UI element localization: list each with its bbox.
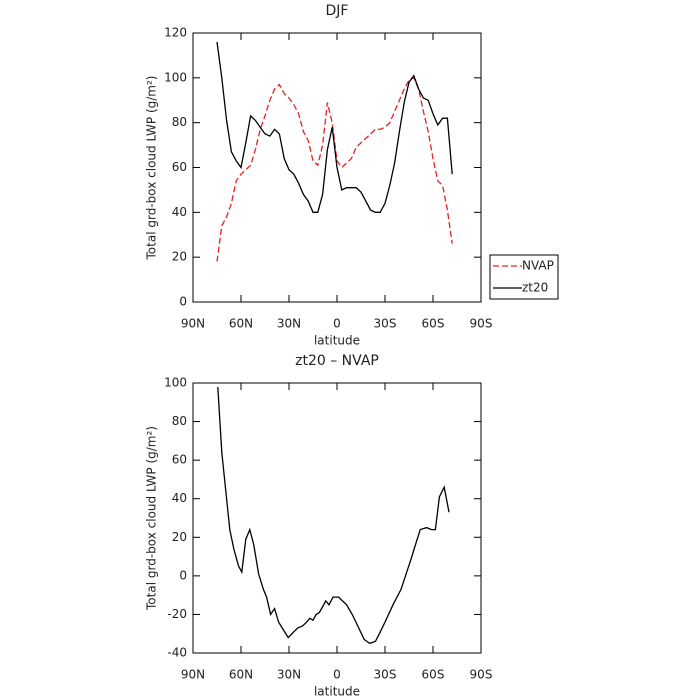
x-tick-label: 60N — [229, 317, 253, 331]
data-line — [217, 386, 450, 645]
x-tick-label: 60S — [422, 317, 445, 331]
legend-label: zt20 — [522, 281, 548, 295]
x-tick-label: 30S — [374, 317, 397, 331]
y-tick-label: 100 — [164, 70, 187, 84]
y-tick-label: 20 — [172, 250, 187, 264]
x-tick-label: 90N — [181, 668, 205, 682]
legend-box — [489, 254, 559, 300]
y-tick-label: -40 — [167, 646, 187, 660]
y-tick-label: 80 — [172, 115, 187, 129]
x-tick-label: 0 — [333, 668, 341, 682]
y-tick-label: 40 — [172, 205, 187, 219]
y-tick-label: 0 — [179, 295, 187, 309]
x-axis-label: latitude — [314, 685, 360, 699]
x-tick-label: 90S — [470, 317, 493, 331]
x-tick-label: 0 — [333, 317, 341, 331]
chart-title: zt20 – NVAP — [295, 353, 379, 369]
x-axis-label: latitude — [314, 334, 360, 348]
plot-frame — [192, 32, 482, 303]
x-tick-label: 30N — [277, 668, 301, 682]
data-line — [216, 41, 453, 213]
y-axis-label: Total grd-box cloud LWP (g/m²) — [145, 76, 159, 261]
y-tick-label: 40 — [172, 491, 187, 505]
chart-title: DJF — [326, 3, 349, 19]
y-tick-label: 120 — [164, 26, 187, 40]
y-tick-label: 20 — [172, 530, 187, 544]
y-axis-label: Total grd-box cloud LWP (g/m²) — [145, 426, 159, 611]
y-tick-label: 80 — [172, 414, 187, 428]
x-tick-label: 90S — [470, 668, 493, 682]
data-line — [216, 76, 453, 262]
plot-frame — [192, 382, 482, 654]
y-tick-label: 0 — [179, 568, 187, 582]
y-tick-label: 60 — [172, 160, 187, 174]
y-tick-label: 100 — [164, 376, 187, 390]
x-tick-label: 60S — [422, 668, 445, 682]
y-tick-label: -20 — [167, 607, 187, 621]
x-tick-label: 30S — [374, 668, 397, 682]
x-tick-label: 60N — [229, 668, 253, 682]
y-tick-label: 60 — [172, 453, 187, 467]
x-tick-label: 30N — [277, 317, 301, 331]
legend-label: NVAP — [522, 259, 554, 273]
x-tick-label: 90N — [181, 317, 205, 331]
